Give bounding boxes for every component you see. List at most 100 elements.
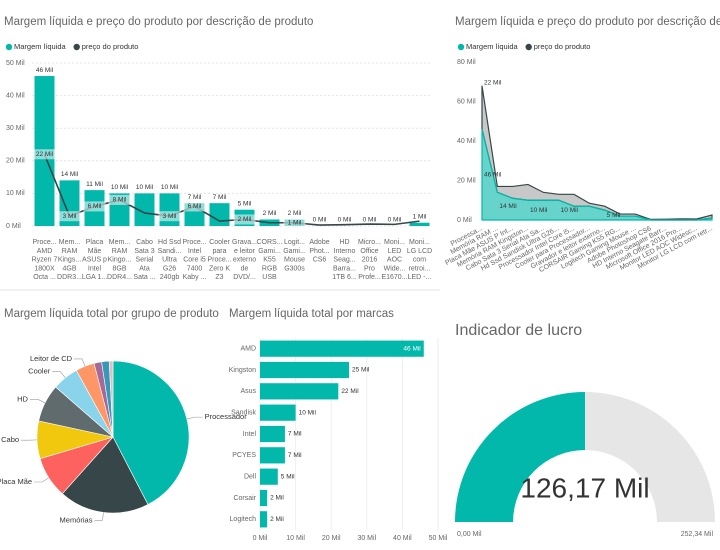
value-label-bg <box>233 214 256 225</box>
gauge-value: 126,17 Mil <box>520 472 649 503</box>
x-tick-label: Mem... RAM Kingo... 8GB DDR4... <box>107 239 132 281</box>
x-tick-label: Cabo Sata 3 Serial Ata Sata ... <box>133 239 155 281</box>
value-label: 10 Mil <box>561 207 579 214</box>
label-line: Gami... <box>283 248 306 255</box>
y-tick-label: Kingston <box>229 367 256 374</box>
x-tick-label: Adobe Phot... CS6 <box>309 239 329 264</box>
label-line: com <box>413 256 426 263</box>
value-label: 10 Mil <box>161 184 179 191</box>
x-tick-label: Proce... Intel Core i5 7400 Kaby ... <box>182 239 206 281</box>
pie-slice <box>108 360 114 438</box>
legend-marker <box>5 43 13 51</box>
value-label: 2 Mil <box>270 516 284 523</box>
bar <box>134 193 155 226</box>
label-line: Zero K <box>209 265 230 272</box>
value-label-bg <box>158 211 181 222</box>
label-line: LG LCD <box>407 248 432 255</box>
slice-label: Processador <box>205 412 248 421</box>
label-line: Kings... <box>58 256 81 263</box>
label-line: Z3 <box>215 274 223 281</box>
label-line: Proce... <box>32 239 56 246</box>
x-tick-label: CORS... Gami... K55 RGB USB <box>256 239 282 281</box>
label-line: Phot... <box>309 248 329 255</box>
label-line: Sandi... <box>158 248 182 255</box>
value-label: 1 Mil <box>288 219 302 226</box>
leader-line <box>34 477 49 483</box>
leader-line <box>29 399 46 404</box>
label-line: USB <box>262 274 277 281</box>
label-line: Office <box>360 248 378 255</box>
label-line: Mem... <box>59 239 80 246</box>
label-line: HD <box>339 239 349 246</box>
label-line: Pro <box>364 265 375 272</box>
label-line: Moni... <box>409 239 430 246</box>
pie-slice <box>112 360 190 505</box>
label-line: 2016 <box>362 256 378 263</box>
label-line: Serial <box>136 256 154 263</box>
pie-slice <box>61 436 149 514</box>
label-line: e leitor <box>234 248 256 255</box>
value-label: 5 Mil <box>607 212 621 219</box>
value-label: 6 Mil <box>88 203 102 210</box>
value-label: 1 Mil <box>413 213 427 220</box>
value-label: 7 Mil <box>288 452 302 459</box>
value-label: 7 Mil <box>213 194 227 201</box>
legend-marker <box>457 43 465 51</box>
slice-label: Cooler <box>28 367 51 376</box>
label-line: E1670... <box>381 274 407 281</box>
value-label: 0 Mil <box>313 217 327 224</box>
label-line: LED <box>388 248 402 255</box>
x-tick-label: Mem... RAM Kings... 4GB DDR3... <box>57 239 82 281</box>
label-line: Wide... <box>384 265 406 272</box>
slice-label: Cabo <box>1 435 19 444</box>
gauge-max: 252,34 Mil <box>681 531 714 538</box>
label-line: 1800X <box>34 265 55 272</box>
label-line: Ata <box>139 265 150 272</box>
legend-label: preço do produto <box>534 42 591 51</box>
label-line: Kingo... <box>108 256 132 263</box>
label-line: RAM <box>62 248 78 255</box>
x-tick-label: 40 Mil <box>393 535 412 542</box>
label-line: Hd Ssd <box>158 239 181 246</box>
y-tick-label: Intel <box>243 431 257 438</box>
value-label: 10 Mil <box>136 184 154 191</box>
legend-label: Margem líquida <box>466 42 519 51</box>
y-tick-label: 50 Mil <box>6 60 25 67</box>
bar <box>260 447 285 464</box>
label-line: Mouse <box>284 256 305 263</box>
x-tick-label: Proce... AMD Ryzen 7 1800X Octa ... <box>32 239 58 281</box>
y-tick-label: AMD <box>240 346 256 353</box>
x-tick-label: HD Interno Seag... Barra... 1TB 6... <box>332 239 357 281</box>
chart-title: Margem líquida e preço do produto por de… <box>4 16 313 28</box>
leader-line <box>186 416 203 420</box>
value-label: 22 Mil <box>341 388 359 395</box>
y-tick-label: Sandisk <box>231 410 256 417</box>
chart-title: Margem líquida total por grupo de produt… <box>4 308 219 320</box>
label-line: Sata 3 <box>134 248 154 255</box>
x-tick-label: Micro... Office 2016 Pro Profe... <box>358 239 381 281</box>
value-label: 0 Mil <box>388 217 402 224</box>
value-label: 46 Mil <box>36 67 54 74</box>
value-label: 3 Mil <box>163 213 177 220</box>
value-label: 3 Mil <box>63 213 77 220</box>
x-tick-label: Grava... e leitor externo de DVD/... <box>232 239 257 281</box>
value-label: 25 Mil <box>352 367 370 374</box>
value-label-bg <box>283 217 306 228</box>
label-line: RAM <box>112 248 128 255</box>
label-line: Profe... <box>358 274 381 281</box>
slice-label: Memórias <box>60 515 93 524</box>
legend-marker <box>525 43 532 51</box>
value-label-bg <box>83 201 106 212</box>
x-tick-label: 50 Mil <box>429 535 448 542</box>
label-line: RGB <box>262 265 278 272</box>
label-line: Adobe <box>309 239 329 246</box>
y-tick-label: 0 Mil <box>457 217 472 224</box>
value-label: 10 Mil <box>299 409 317 416</box>
value-label: 22 Mil <box>36 151 54 158</box>
x-tick-label: 20 Mil <box>322 535 341 542</box>
x-tick-label: Moni... LED AOC Wide... E1670... <box>381 239 407 281</box>
label-line: G300s <box>284 265 305 272</box>
label-line: Ultra <box>162 256 177 263</box>
label-line: LED -... <box>408 274 432 281</box>
